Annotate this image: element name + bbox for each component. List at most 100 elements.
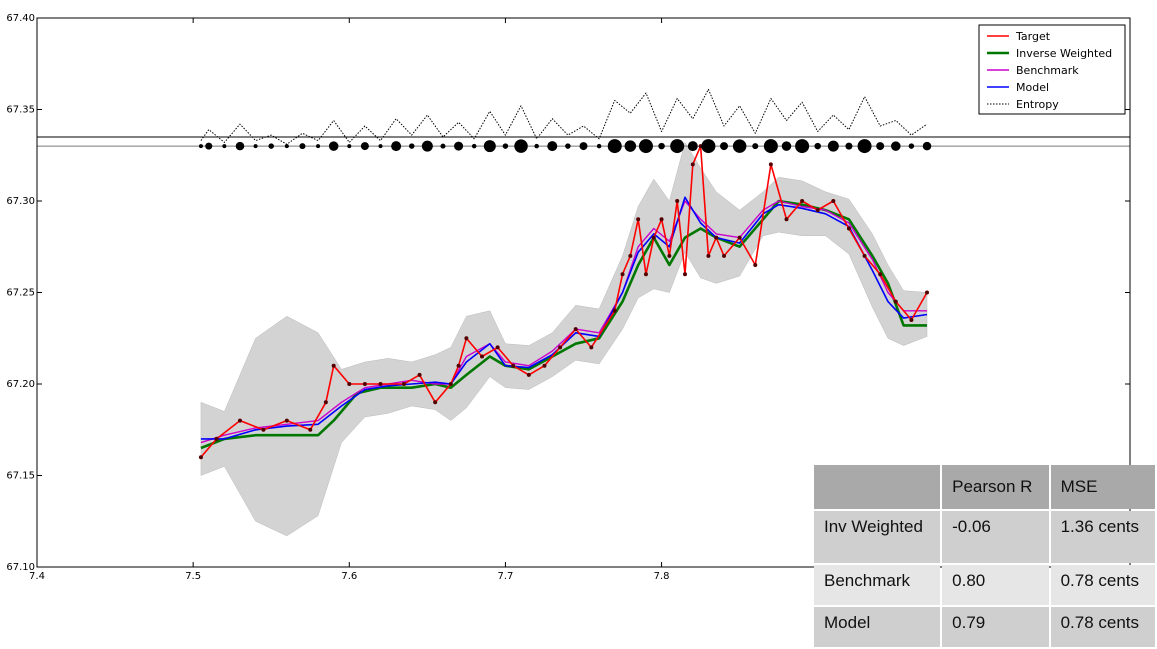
target-point bbox=[706, 253, 711, 258]
target-point bbox=[925, 290, 930, 295]
stats-header-blank bbox=[814, 465, 941, 509]
target-point bbox=[768, 162, 773, 167]
entropy-marker bbox=[687, 141, 698, 152]
stats-header-row: Pearson R MSE bbox=[814, 465, 1155, 509]
stats-row-pearson: -0.06 bbox=[942, 511, 1049, 563]
target-point bbox=[542, 363, 547, 368]
entropy-marker bbox=[908, 143, 915, 149]
target-point bbox=[433, 400, 438, 405]
target-point bbox=[198, 455, 203, 460]
target-point bbox=[261, 427, 266, 432]
target-point bbox=[401, 382, 406, 386]
target-point bbox=[480, 354, 485, 359]
entropy-marker bbox=[483, 140, 496, 153]
entropy-marker bbox=[514, 139, 528, 153]
entropy-marker bbox=[638, 139, 653, 154]
entropy-marker bbox=[205, 142, 213, 150]
entropy-marker bbox=[235, 141, 245, 151]
stats-header-pearson: Pearson R bbox=[942, 465, 1049, 509]
entropy-marker bbox=[222, 144, 227, 149]
entropy-marker bbox=[421, 140, 433, 152]
target-point bbox=[417, 372, 422, 377]
legend-label: Benchmark bbox=[1016, 64, 1079, 77]
target-point bbox=[815, 208, 820, 213]
stats-table: Pearson R MSE Inv Weighted -0.06 1.36 ce… bbox=[812, 463, 1157, 649]
target-point bbox=[800, 199, 805, 203]
x-tick-label: 7.6 bbox=[341, 571, 357, 582]
stats-row-mse: 1.36 cents bbox=[1050, 511, 1155, 563]
x-tick-label: 7.7 bbox=[497, 571, 513, 582]
target-point bbox=[675, 199, 680, 203]
entropy-marker bbox=[876, 142, 885, 151]
target-point bbox=[722, 253, 727, 258]
entropy-marker bbox=[658, 142, 665, 150]
stats-row-model: Model 0.79 0.78 cents bbox=[814, 607, 1155, 647]
x-tick-label: 7.5 bbox=[185, 571, 201, 582]
entropy-marker bbox=[891, 141, 901, 151]
entropy-marker bbox=[720, 142, 729, 151]
target-point bbox=[878, 272, 883, 277]
target-point bbox=[448, 382, 453, 386]
legend-label: Model bbox=[1016, 81, 1049, 94]
y-tick-label: 67.25 bbox=[6, 288, 35, 299]
entropy-marker bbox=[732, 139, 747, 153]
entropy-marker bbox=[922, 141, 932, 151]
entropy-marker bbox=[284, 144, 289, 149]
entropy-marker bbox=[471, 143, 477, 149]
target-point bbox=[753, 263, 758, 268]
stats-row-pearson: 0.80 bbox=[942, 565, 1049, 605]
entropy-marker bbox=[827, 140, 839, 152]
stats-row-label: Benchmark bbox=[814, 565, 941, 605]
entropy-marker bbox=[360, 142, 369, 151]
stats-header-mse: MSE bbox=[1050, 465, 1155, 509]
target-point bbox=[909, 317, 914, 322]
entropy-marker bbox=[440, 143, 446, 149]
series-line-benchmark bbox=[200, 200, 927, 444]
target-point bbox=[456, 363, 461, 368]
stats-row-benchmark: Benchmark 0.80 0.78 cents bbox=[814, 565, 1155, 605]
legend-label: Entropy bbox=[1016, 98, 1059, 111]
legend-label: Inverse Weighted bbox=[1016, 47, 1112, 60]
target-point bbox=[784, 217, 789, 222]
entropy-marker bbox=[670, 139, 685, 154]
target-point bbox=[612, 308, 617, 313]
y-tick-label: 67.35 bbox=[6, 105, 35, 116]
target-point bbox=[628, 253, 633, 258]
y-tick-label: 67.15 bbox=[6, 471, 35, 482]
entropy-marker bbox=[857, 139, 872, 154]
entropy-marker bbox=[596, 143, 602, 149]
y-tick-label: 67.20 bbox=[6, 379, 35, 390]
target-point bbox=[347, 382, 352, 386]
entropy-marker bbox=[502, 143, 509, 149]
marker-layer bbox=[198, 139, 932, 460]
target-point bbox=[737, 235, 742, 240]
entropy-marker bbox=[814, 142, 821, 150]
target-point bbox=[284, 418, 289, 423]
series-layer bbox=[200, 88, 928, 458]
target-point bbox=[558, 345, 563, 350]
stats-row-pearson: 0.79 bbox=[942, 607, 1049, 647]
target-point bbox=[651, 235, 656, 240]
entropy-marker bbox=[547, 141, 558, 152]
target-point bbox=[659, 217, 664, 222]
target-point bbox=[589, 345, 594, 350]
entropy-marker bbox=[253, 144, 258, 149]
target-point bbox=[636, 217, 641, 222]
entropy-marker bbox=[454, 141, 464, 151]
entropy-marker bbox=[299, 143, 306, 150]
target-point bbox=[526, 372, 531, 377]
entropy-marker bbox=[781, 141, 792, 151]
target-point bbox=[214, 436, 219, 441]
entropy-marker bbox=[624, 140, 637, 152]
target-point bbox=[511, 363, 516, 368]
x-tick-label: 7.4 bbox=[29, 571, 45, 582]
stats-row-inv-weighted: Inv Weighted -0.06 1.36 cents bbox=[814, 511, 1155, 563]
target-point bbox=[667, 253, 672, 258]
stats-row-mse: 0.78 cents bbox=[1050, 565, 1155, 605]
target-point bbox=[323, 400, 328, 405]
target-point bbox=[643, 272, 648, 277]
entropy-marker bbox=[391, 141, 402, 152]
entropy-marker bbox=[316, 144, 321, 149]
stats-row-label: Model bbox=[814, 607, 941, 647]
y-tick-label: 67.40 bbox=[6, 13, 35, 24]
